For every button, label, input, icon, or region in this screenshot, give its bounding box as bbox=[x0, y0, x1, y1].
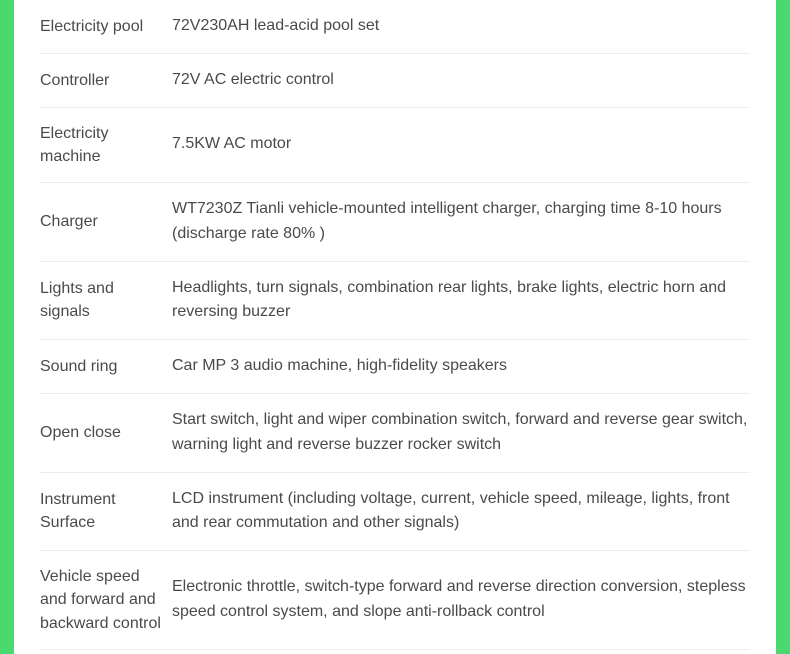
spec-value: Start switch, light and wiper combinatio… bbox=[172, 408, 750, 458]
spec-table-frame: Electricity pool72V230AH lead-acid pool … bbox=[0, 0, 790, 654]
spec-row: Electricity machine7.5KW AC motor bbox=[40, 108, 750, 183]
spec-value: Electronic throttle, switch-type forward… bbox=[172, 575, 750, 625]
spec-label: Charger bbox=[40, 210, 172, 233]
spec-row: Vehicle speed and forward and backward c… bbox=[40, 551, 750, 650]
spec-value: Headlights, turn signals, combination re… bbox=[172, 276, 750, 326]
spec-value: Car MP 3 audio machine, high-fidelity sp… bbox=[172, 354, 750, 379]
spec-value: LCD instrument (including voltage, curre… bbox=[172, 487, 750, 537]
spec-value: 7.5KW AC motor bbox=[172, 132, 750, 157]
spec-row: Lights and signalsHeadlights, turn signa… bbox=[40, 262, 750, 341]
spec-table: Electricity pool72V230AH lead-acid pool … bbox=[14, 0, 776, 654]
spec-row: Instrument SurfaceLCD instrument (includ… bbox=[40, 473, 750, 552]
spec-label: Lights and signals bbox=[40, 277, 172, 323]
spec-label: Sound ring bbox=[40, 355, 172, 378]
right-accent-bar bbox=[776, 0, 790, 654]
spec-row: Sound ringCar MP 3 audio machine, high-f… bbox=[40, 340, 750, 394]
spec-value: WT7230Z Tianli vehicle-mounted intellige… bbox=[172, 197, 750, 247]
spec-row: Open closeStart switch, light and wiper … bbox=[40, 394, 750, 473]
spec-row: Electricity pool72V230AH lead-acid pool … bbox=[40, 0, 750, 54]
spec-label: Open close bbox=[40, 421, 172, 444]
spec-value: 72V AC electric control bbox=[172, 68, 750, 93]
spec-row: Controller72V AC electric control bbox=[40, 54, 750, 108]
spec-label: Instrument Surface bbox=[40, 488, 172, 534]
spec-value: 72V230AH lead-acid pool set bbox=[172, 14, 750, 39]
spec-label: Electricity machine bbox=[40, 122, 172, 168]
spec-label: Electricity pool bbox=[40, 15, 172, 38]
spec-row: ChargerWT7230Z Tianli vehicle-mounted in… bbox=[40, 183, 750, 262]
spec-label: Controller bbox=[40, 69, 172, 92]
left-accent-bar bbox=[0, 0, 14, 654]
spec-label: Vehicle speed and forward and backward c… bbox=[40, 565, 172, 635]
